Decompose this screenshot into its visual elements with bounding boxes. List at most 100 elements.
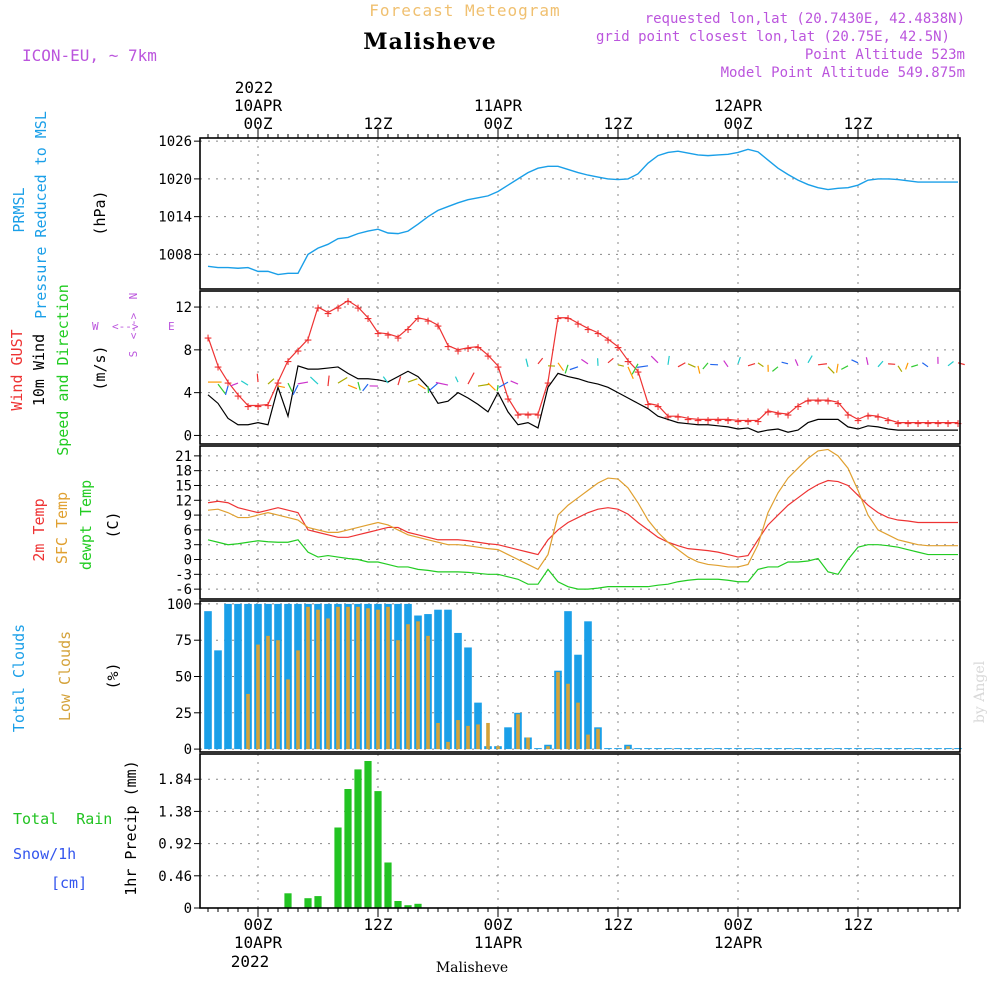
y-tick-label: 0.92 bbox=[158, 837, 192, 853]
low-cloud-bar bbox=[366, 608, 370, 750]
gust-point: + bbox=[774, 407, 782, 422]
wind-arrow-icon bbox=[337, 377, 348, 384]
total-cloud-bar bbox=[434, 609, 442, 750]
gust-point: + bbox=[844, 408, 852, 423]
requested-coords: requested lon,lat (20.7430E, 42.4838N) bbox=[645, 11, 965, 27]
y-tick-label: 8 bbox=[184, 343, 192, 359]
gust-point: + bbox=[684, 412, 692, 427]
gust-point: + bbox=[784, 408, 792, 423]
gust-point: + bbox=[254, 399, 262, 414]
low-cloud-bar bbox=[476, 724, 480, 750]
wind-arrow-icon bbox=[510, 380, 519, 385]
panel-frame bbox=[199, 600, 961, 753]
gust-point: + bbox=[534, 408, 542, 423]
wind-arrow-icon bbox=[865, 357, 869, 365]
low-cloud-bar bbox=[436, 722, 440, 750]
gust-point: + bbox=[234, 389, 242, 404]
precip-bar bbox=[374, 791, 382, 908]
total-cloud-bar bbox=[834, 748, 842, 750]
total-cloud-bar bbox=[564, 611, 572, 750]
wind-arrow-icon bbox=[487, 382, 496, 391]
low-cloud-bar bbox=[596, 728, 600, 750]
bottom-hour-label: 00Z bbox=[244, 915, 273, 934]
y-tick-label: 50 bbox=[175, 670, 192, 686]
wind-arrow-icon bbox=[921, 362, 929, 368]
wind-arrow-icon bbox=[687, 363, 696, 368]
wind-arrow-icon bbox=[627, 366, 634, 379]
wind-arrow-icon bbox=[667, 355, 670, 365]
panel-frame bbox=[199, 137, 961, 290]
gust-point: + bbox=[434, 319, 442, 334]
total-cloud-bar bbox=[904, 748, 912, 750]
gust-point: + bbox=[294, 344, 302, 359]
y-tick-label: 21 bbox=[175, 449, 192, 465]
low-cloud-bar bbox=[446, 741, 450, 750]
total-cloud-bar bbox=[654, 748, 662, 750]
wind-arrow-icon bbox=[887, 363, 896, 365]
y-tick-label: 100 bbox=[167, 597, 192, 613]
total-cloud-bar bbox=[284, 603, 292, 750]
total-cloud-bar bbox=[224, 603, 232, 750]
top-hour-label: 12Z bbox=[604, 114, 633, 133]
low-cloud-bar bbox=[466, 725, 470, 750]
low-cloud-bar bbox=[626, 746, 630, 750]
model-altitude: Model Point Altitude 549.875m bbox=[721, 65, 965, 81]
gust-point: + bbox=[834, 396, 842, 411]
total-cloud-bar bbox=[844, 748, 852, 750]
wind-arrow-icon bbox=[230, 382, 239, 387]
top-date-label: 12APR bbox=[714, 96, 763, 115]
precip-bar bbox=[354, 769, 362, 908]
wind-arrow-icon bbox=[877, 360, 884, 368]
y-tick-label: 25 bbox=[175, 706, 192, 722]
wind-arrow-icon bbox=[292, 384, 299, 396]
low-cloud-bar bbox=[306, 606, 310, 750]
low-cloud-bar bbox=[296, 650, 300, 750]
low-clouds-label: Low Clouds bbox=[56, 631, 74, 721]
panel-frame bbox=[199, 290, 961, 445]
bottom-year: 2022 bbox=[231, 952, 270, 971]
gust-point: + bbox=[224, 376, 232, 391]
total-cloud-bar bbox=[924, 748, 932, 750]
gust-point: + bbox=[914, 417, 922, 432]
gust-point: + bbox=[354, 301, 362, 316]
gust-point: + bbox=[394, 331, 402, 346]
low-cloud-bar bbox=[356, 606, 360, 750]
bottom-hour-label: 00Z bbox=[484, 915, 513, 934]
wind-arrow-icon bbox=[637, 365, 649, 368]
wind-arrow-icon bbox=[217, 383, 226, 395]
total-cloud-bar bbox=[704, 748, 712, 750]
total-cloud-bar bbox=[914, 748, 922, 750]
gust-point: + bbox=[464, 342, 472, 357]
wind-arrow-icon bbox=[897, 365, 903, 373]
station-title: Malisheve bbox=[363, 29, 496, 55]
wind-line bbox=[207, 365, 958, 433]
gust-point: + bbox=[704, 413, 712, 428]
compass-icon: N <--> S W <--> E bbox=[92, 293, 175, 358]
gust-point: + bbox=[304, 333, 312, 348]
y-tick-label: 12 bbox=[175, 493, 192, 509]
wind-10m-label: 10m Wind bbox=[30, 334, 48, 406]
low-cloud-bar bbox=[496, 746, 500, 750]
total-clouds-label: Total Clouds bbox=[10, 624, 28, 732]
wind-arrow-icon bbox=[631, 363, 639, 375]
gust-point: + bbox=[384, 328, 392, 343]
y-tick-label: 1014 bbox=[158, 210, 192, 226]
wind-arrow-icon bbox=[467, 372, 475, 385]
y-tick-label: 1026 bbox=[158, 134, 192, 150]
low-cloud-bar bbox=[426, 635, 430, 750]
low-cloud-bar bbox=[376, 609, 380, 750]
wind-arrow-icon bbox=[454, 376, 459, 383]
gust-point: + bbox=[334, 301, 342, 316]
gust-point: + bbox=[694, 413, 702, 428]
low-cloud-bar bbox=[346, 606, 350, 750]
wind-arrow-icon bbox=[407, 378, 418, 383]
gust-point: + bbox=[804, 394, 812, 409]
wind-arrow-icon bbox=[537, 357, 544, 365]
gust-point: + bbox=[864, 409, 872, 424]
wind-unit: (m/s) bbox=[91, 345, 109, 390]
precip-bar bbox=[404, 905, 412, 908]
grid-coords: grid point closest lon,lat (20.75E, 42.5… bbox=[596, 29, 950, 45]
bottom-hour-label: 00Z bbox=[724, 915, 753, 934]
